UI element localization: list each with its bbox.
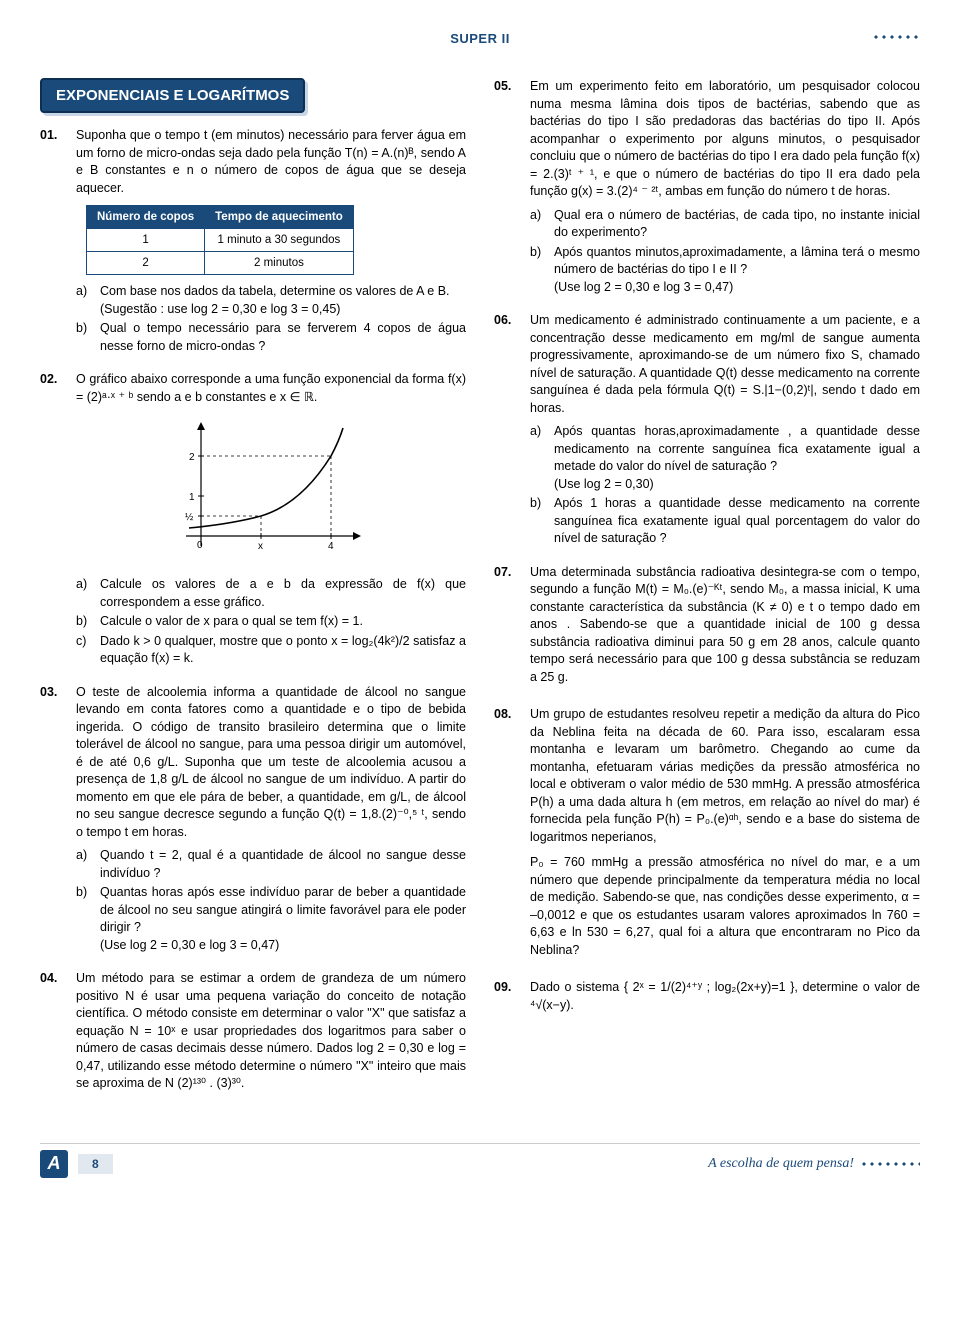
sub-label: a)	[76, 283, 94, 318]
table-cell: 1	[87, 229, 205, 252]
question-text: O gráfico abaixo corresponde a uma funçã…	[76, 371, 466, 406]
sub-label: b)	[76, 320, 94, 355]
q2-chart: 2 1 ½ 0 x 4	[171, 416, 371, 566]
sub-text: Após 1 horas a quantidade desse medicame…	[554, 495, 920, 548]
question-number: 03.	[40, 684, 66, 957]
question-text: Suponha que o tempo t (em minutos) neces…	[76, 127, 466, 197]
question-number: 02.	[40, 371, 66, 670]
right-column: 05. Em um experimento feito em laboratór…	[494, 78, 920, 1113]
page-number: 8	[78, 1154, 113, 1175]
sub-text: Após quantas horas,aproximadamente , a q…	[554, 423, 920, 493]
sub-label: a)	[76, 847, 94, 882]
question-01: 01. Suponha que o tempo t (em minutos) n…	[40, 127, 466, 357]
question-04: 04. Um método para se estimar a ordem de…	[40, 970, 466, 1099]
sub-text: Após quantos minutos,aproximadamente, a …	[554, 244, 920, 297]
question-number: 04.	[40, 970, 66, 1099]
xtick-label: x	[258, 541, 263, 552]
xtick-label: 0	[197, 540, 203, 551]
question-08: 08. Um grupo de estudantes resolveu repe…	[494, 706, 920, 965]
table-cell: 2 minutos	[205, 252, 354, 275]
sub-text: Com base nos dados da tabela, determine …	[100, 283, 466, 318]
sub-text: Qual era o número de bactérias, de cada …	[554, 207, 920, 242]
sub-text: Calcule os valores de a e b da expressão…	[100, 576, 466, 611]
sub-label: a)	[530, 423, 548, 493]
content-columns: EXPONENCIAIS E LOGARÍTMOS 01. Suponha qu…	[40, 78, 920, 1113]
question-text: Em um experimento feito em laboratório, …	[530, 78, 920, 201]
question-extra: P₀ = 760 mmHg a pressão atmosférica no n…	[530, 854, 920, 959]
question-number: 07.	[494, 564, 520, 693]
question-02: 02. O gráfico abaixo corresponde a uma f…	[40, 371, 466, 670]
ytick-label: 1	[189, 492, 195, 503]
question-03: 03. O teste de alcoolemia informa a quan…	[40, 684, 466, 957]
header-title: SUPER II	[450, 31, 510, 46]
question-text: O teste de alcoolemia informa a quantida…	[76, 684, 466, 842]
question-number: 01.	[40, 127, 66, 357]
xtick-label: 4	[328, 541, 334, 552]
question-text: Um medicamento é administrado continuame…	[530, 312, 920, 417]
sub-label: b)	[76, 884, 94, 954]
sub-label: a)	[530, 207, 548, 242]
question-text: Uma determinada substância radioativa de…	[530, 564, 920, 687]
sub-label: c)	[76, 633, 94, 668]
table-cell: 2	[87, 252, 205, 275]
sub-text: Quando t = 2, qual é a quantidade de álc…	[100, 847, 466, 882]
sub-text: Quantas horas após esse indivíduo parar …	[100, 884, 466, 954]
page-footer: A 8 A escolha de quem pensa!	[40, 1143, 920, 1178]
table-header: Número de copos	[87, 206, 205, 229]
sub-text: Dado k > 0 qualquer, mostre que o ponto …	[100, 633, 466, 668]
brand-logo: A	[40, 1150, 68, 1178]
left-column: EXPONENCIAIS E LOGARÍTMOS 01. Suponha qu…	[40, 78, 466, 1113]
question-number: 09.	[494, 979, 520, 1020]
sub-label: b)	[76, 613, 94, 631]
question-05: 05. Em um experimento feito em laboratór…	[494, 78, 920, 298]
question-number: 06.	[494, 312, 520, 550]
table-cell: 1 minuto a 30 segundos	[205, 229, 354, 252]
question-09: 09. Dado o sistema { 2ˣ = 1/(2)⁴⁺ʸ ; log…	[494, 979, 920, 1020]
page-header: SUPER II	[40, 30, 920, 54]
ytick-label: 2	[189, 452, 195, 463]
question-06: 06. Um medicamento é administrado contin…	[494, 312, 920, 550]
q1-table: Número de copos Tempo de aquecimento 1 1…	[86, 205, 354, 275]
question-text: Um método para se estimar a ordem de gra…	[76, 970, 466, 1093]
question-number: 05.	[494, 78, 520, 298]
sub-label: a)	[76, 576, 94, 611]
sub-label: b)	[530, 495, 548, 548]
table-header: Tempo de aquecimento	[205, 206, 354, 229]
footer-tagline: A escolha de quem pensa!	[708, 1154, 920, 1174]
ytick-label: ½	[185, 512, 194, 523]
section-title: EXPONENCIAIS E LOGARÍTMOS	[40, 78, 305, 113]
chart-curve	[189, 428, 343, 528]
sub-label: b)	[530, 244, 548, 297]
sub-text: Calcule o valor de x para o qual se tem …	[100, 613, 466, 631]
sub-text: Qual o tempo necessário para se ferverem…	[100, 320, 466, 355]
question-text: Um grupo de estudantes resolveu repetir …	[530, 706, 920, 846]
question-text: Dado o sistema { 2ˣ = 1/(2)⁴⁺ʸ ; log₂(2x…	[530, 979, 920, 1014]
question-07: 07. Uma determinada substância radioativ…	[494, 564, 920, 693]
question-number: 08.	[494, 706, 520, 965]
footer-left: A 8	[40, 1150, 113, 1178]
